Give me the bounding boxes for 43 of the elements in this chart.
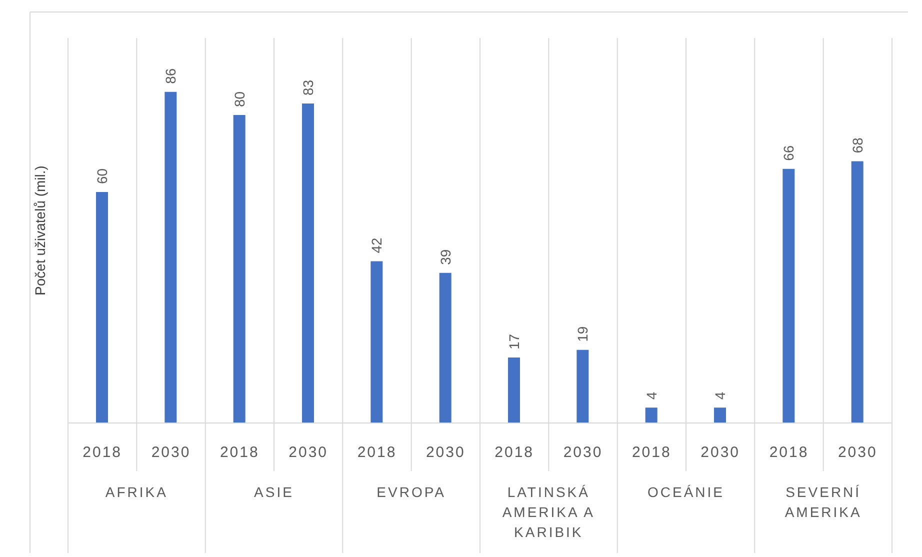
series-label: 2030 bbox=[563, 444, 603, 461]
bar bbox=[576, 350, 589, 423]
data-label: 4 bbox=[643, 392, 660, 400]
bar bbox=[508, 358, 520, 423]
x-tick-label: LATINSKÁ AMERIKA A KARIBIK bbox=[502, 484, 596, 540]
data-label: 17 bbox=[506, 334, 522, 350]
data-label: 39 bbox=[437, 249, 454, 265]
bar bbox=[233, 115, 246, 423]
text: 2018 bbox=[82, 444, 122, 461]
data-label: 86 bbox=[162, 68, 179, 84]
text: 2030 bbox=[700, 444, 740, 461]
data-label: 68 bbox=[849, 137, 866, 154]
text: 2018 bbox=[220, 444, 260, 461]
bar bbox=[851, 161, 864, 423]
bar bbox=[439, 272, 452, 423]
data-label: 66 bbox=[780, 145, 797, 161]
data-label: 19 bbox=[574, 326, 591, 342]
x-tick-label: SEVERNÍ AMERIKA bbox=[784, 484, 862, 520]
text: 2030 bbox=[151, 444, 191, 461]
x-tick-label: OCEÁNIE bbox=[647, 484, 725, 500]
text: 2030 bbox=[838, 444, 878, 461]
data-label: 80 bbox=[231, 91, 248, 107]
bar bbox=[714, 408, 726, 423]
text: 2018 bbox=[632, 444, 672, 461]
bar bbox=[302, 103, 314, 423]
data-label: 60 bbox=[94, 168, 110, 184]
x-tick-label: ASIE bbox=[254, 484, 294, 500]
series-label: 2018 bbox=[769, 444, 809, 461]
bar bbox=[782, 168, 795, 423]
data-label: 83 bbox=[300, 80, 316, 96]
text: 2030 bbox=[288, 444, 328, 461]
text: 2030 bbox=[426, 444, 466, 461]
text: 2018 bbox=[357, 444, 397, 461]
data-label: 4 bbox=[712, 392, 728, 400]
text: 2018 bbox=[494, 444, 534, 461]
bar bbox=[96, 192, 108, 423]
y-axis-title: Počet uživatelů (mil.) bbox=[32, 166, 48, 296]
bar bbox=[164, 92, 177, 423]
data-label: 42 bbox=[368, 238, 385, 254]
x-tick-label: AFRIKA bbox=[105, 484, 168, 500]
bar bbox=[370, 261, 383, 423]
x-tick-label: EVROPA bbox=[376, 484, 446, 500]
bar bbox=[645, 408, 658, 423]
